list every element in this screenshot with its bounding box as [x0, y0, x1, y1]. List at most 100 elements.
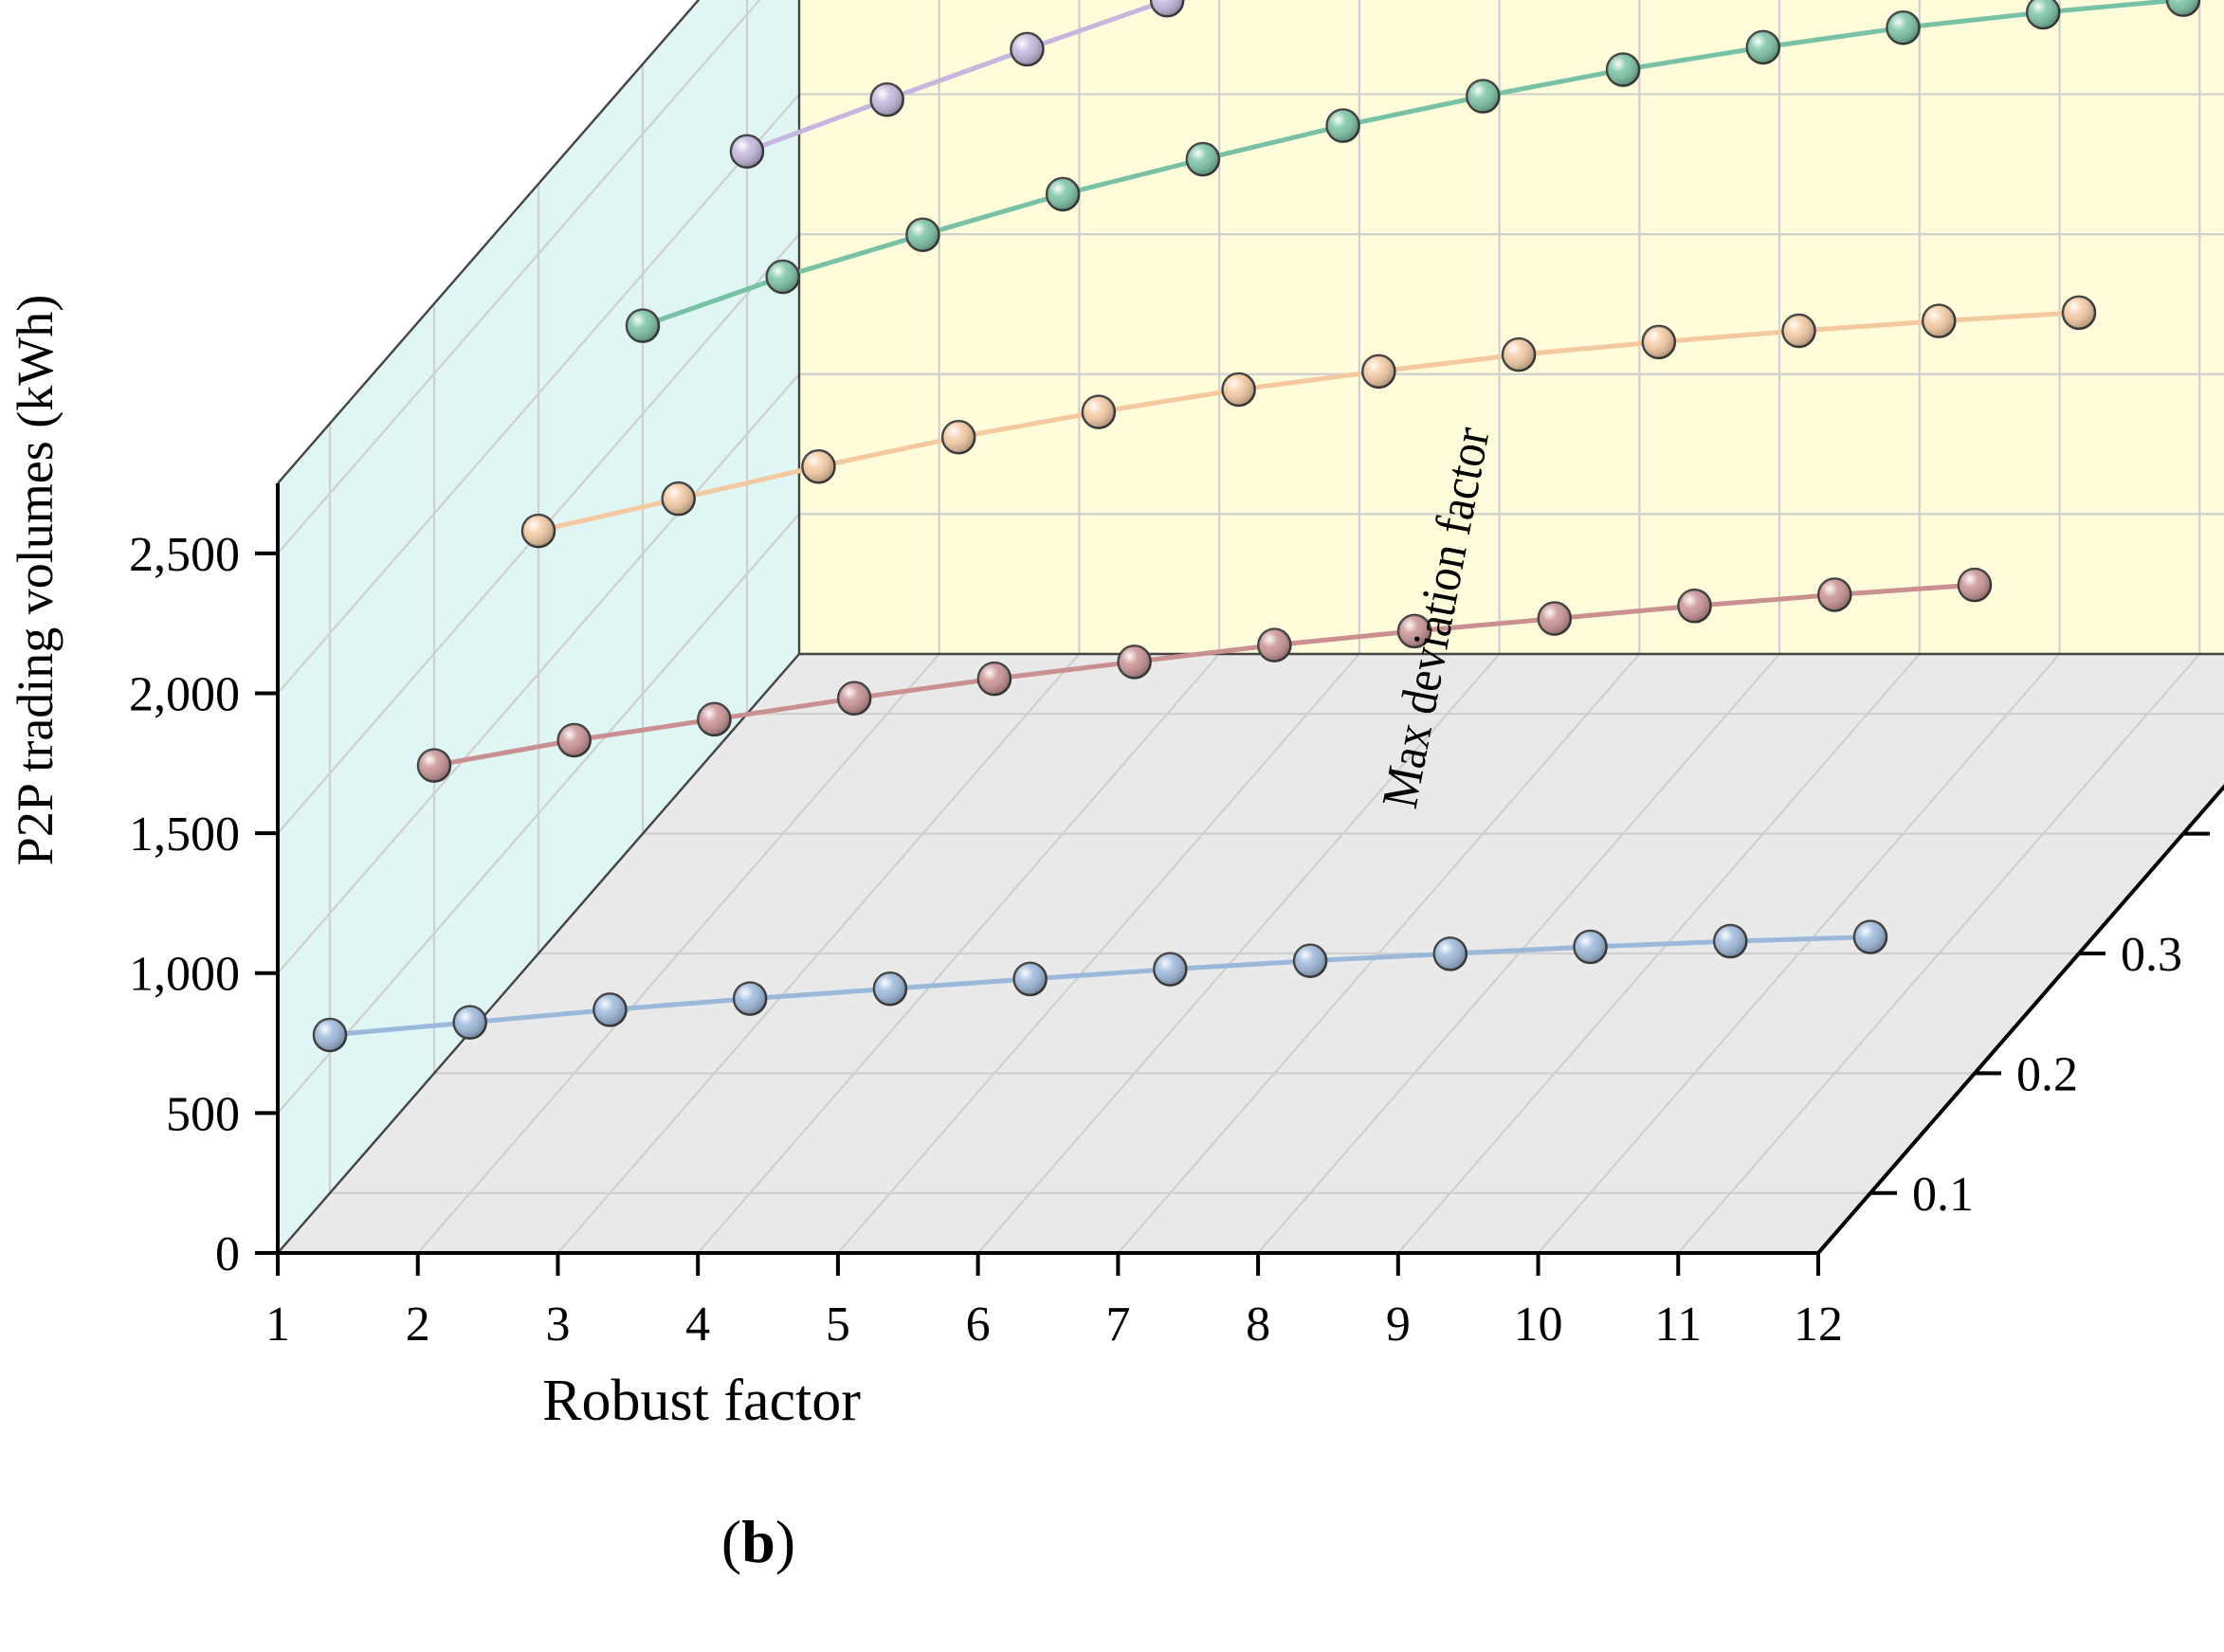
- point-highlight: [1782, 315, 1815, 348]
- data-point: [1957, 567, 1993, 603]
- point-highlight: [1746, 30, 1779, 64]
- point-highlight: [1362, 354, 1395, 388]
- point-highlight: [1082, 395, 1115, 428]
- data-point: [1852, 919, 1888, 954]
- data-point: [556, 722, 592, 758]
- x-axis-title: Robust factor: [542, 1369, 861, 1433]
- data-point: [869, 82, 904, 118]
- point-highlight: [2063, 296, 2095, 329]
- point-highlight: [314, 1018, 346, 1051]
- data-point: [1396, 613, 1432, 649]
- data-point: [1781, 313, 1816, 349]
- x-tick-label: 3: [545, 1298, 570, 1352]
- series-group: [312, 0, 2201, 1053]
- point-highlight: [1467, 80, 1500, 113]
- point-highlight: [1294, 944, 1327, 977]
- data-point: [1045, 176, 1081, 212]
- point-highlight: [1607, 53, 1640, 86]
- data-point: [1010, 31, 1045, 67]
- point-highlight: [627, 309, 659, 342]
- point-highlight: [766, 261, 799, 294]
- data-point: [801, 448, 836, 484]
- data-point: [836, 681, 872, 716]
- series-z-0_4: [625, 0, 2201, 343]
- x-tick-label: 9: [1386, 1298, 1411, 1352]
- data-point: [1922, 303, 1957, 338]
- point-highlight: [418, 749, 450, 782]
- data-point: [2165, 0, 2201, 17]
- point-highlight: [802, 450, 835, 483]
- series-z-0_2: [416, 567, 1993, 783]
- data-point: [1185, 141, 1221, 177]
- point-highlight: [1186, 142, 1219, 175]
- data-point: [1537, 601, 1573, 636]
- x-tick-label: 6: [966, 1298, 991, 1352]
- data-point: [1432, 936, 1468, 971]
- data-point: [1081, 394, 1117, 429]
- point-highlight: [1433, 937, 1467, 971]
- y-tick-label: 500: [166, 1087, 240, 1141]
- point-highlight: [662, 482, 695, 516]
- point-highlight: [1923, 304, 1956, 337]
- y-tick-label: 2,500: [129, 528, 240, 582]
- panel-label: (b): [721, 1508, 795, 1575]
- point-highlight: [1398, 614, 1431, 647]
- y-tick-label: 1,500: [129, 808, 240, 862]
- x-tick-label: 12: [1794, 1298, 1843, 1352]
- data-point: [1605, 52, 1641, 87]
- z-tick-label: 0.1: [1912, 1168, 1974, 1222]
- panel-label-open: (: [721, 1508, 741, 1575]
- left-grid-y: [277, 373, 800, 974]
- point-highlight: [2027, 0, 2060, 28]
- point-highlight: [1011, 32, 1044, 65]
- point-highlight: [942, 421, 975, 454]
- point-highlight: [1959, 569, 1991, 602]
- data-point: [1012, 961, 1048, 997]
- edge-floor-left: [277, 653, 800, 1254]
- point-highlight: [870, 83, 903, 117]
- panel-label-close: ): [775, 1508, 795, 1575]
- series-line: [746, 0, 1176, 154]
- data-point: [2061, 295, 2097, 331]
- data-point: [940, 419, 976, 455]
- y-tick-label: 0: [215, 1227, 240, 1281]
- z-tick-label: 0.3: [2121, 928, 2182, 982]
- point-highlight: [1642, 325, 1675, 358]
- data-point: [661, 481, 696, 517]
- data-point: [592, 992, 628, 1027]
- point-highlight: [1714, 925, 1747, 958]
- point-highlight: [1854, 920, 1887, 953]
- point-highlight: [522, 515, 555, 548]
- data-point: [905, 217, 940, 252]
- data-point: [312, 1017, 348, 1053]
- data-point: [1745, 29, 1781, 65]
- series-z-0_3: [520, 295, 2097, 549]
- point-highlight: [557, 724, 591, 757]
- data-point: [1817, 577, 1852, 612]
- data-point: [452, 1005, 487, 1040]
- data-point: [1149, 0, 1185, 18]
- data-point: [1641, 324, 1677, 360]
- data-point: [520, 513, 556, 549]
- data-point: [1153, 952, 1188, 987]
- x-tick-label: 7: [1105, 1298, 1130, 1352]
- data-point: [1325, 108, 1360, 143]
- point-highlight: [2167, 0, 2199, 16]
- y-tick-label: 1,000: [129, 948, 240, 1002]
- point-highlight: [1047, 177, 1080, 210]
- point-highlight: [731, 135, 763, 168]
- series-line: [538, 310, 2080, 534]
- data-point: [416, 748, 452, 783]
- data-point: [1292, 943, 1328, 978]
- point-highlight: [873, 972, 906, 1006]
- point-highlight: [1678, 590, 1711, 623]
- z-tick-label: 0.2: [2016, 1047, 2078, 1101]
- point-highlight: [734, 982, 767, 1015]
- x-tick-label: 11: [1654, 1298, 1702, 1352]
- point-highlight: [698, 702, 731, 735]
- left-grid-y: [277, 93, 800, 695]
- point-highlight: [1154, 953, 1187, 986]
- data-point: [1886, 9, 1921, 45]
- point-highlight: [1118, 645, 1151, 679]
